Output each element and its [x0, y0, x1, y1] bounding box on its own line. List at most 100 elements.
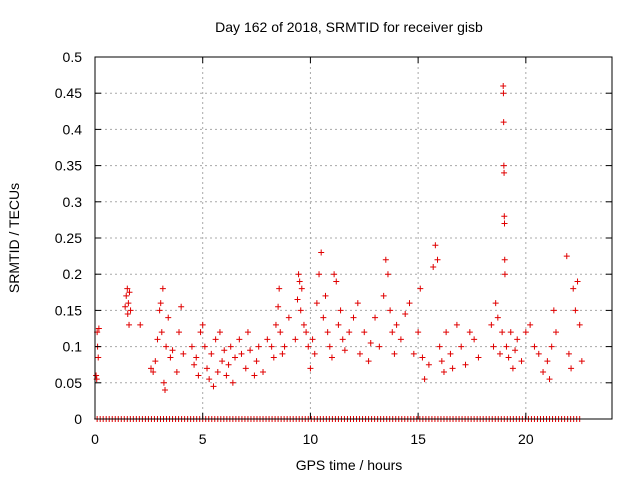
data-point: [123, 292, 130, 299]
data-point: [391, 350, 398, 357]
data-point: [126, 289, 133, 296]
data-point: [199, 321, 206, 328]
data-point: [331, 271, 338, 278]
y-tick-label: 0.3: [63, 194, 83, 210]
data-point: [552, 329, 559, 336]
plot-frame: [94, 56, 613, 420]
data-point: [544, 358, 551, 365]
data-point: [279, 350, 286, 357]
data-point: [500, 82, 507, 89]
axis-ticks: 0 0.05 0.1 0.15 0.2 0.25 0.3 0.35 0.4 0.45 0.5 0 5 10…: [55, 49, 612, 447]
data-point: [296, 278, 303, 285]
data-point: [219, 358, 226, 365]
data-point: [535, 350, 542, 357]
data-point: [125, 300, 132, 307]
data-point: [372, 314, 379, 321]
data-point: [548, 343, 555, 350]
data-point: [505, 354, 512, 361]
data-point: [163, 343, 170, 350]
x-tick-label: 20: [518, 431, 534, 447]
data-point: [95, 325, 102, 332]
data-point: [316, 271, 323, 278]
data-point: [264, 336, 271, 343]
data-point: [328, 354, 335, 361]
data-point: [499, 329, 506, 336]
y-tick-label: 0.1: [63, 339, 83, 355]
data-point: [191, 361, 198, 368]
data-point: [333, 278, 340, 285]
data-point: [453, 321, 460, 328]
data-point: [339, 336, 346, 343]
data-point: [221, 347, 228, 354]
data-point: [272, 321, 279, 328]
data-point: [440, 368, 447, 375]
data-point: [318, 249, 325, 256]
data-point: [503, 343, 510, 350]
data-points: [93, 82, 585, 422]
data-point: [126, 321, 133, 328]
data-point: [242, 365, 249, 372]
data-point: [253, 358, 260, 365]
data-point: [496, 350, 503, 357]
data-point: [285, 314, 292, 321]
data-point: [227, 343, 234, 350]
data-point: [494, 314, 501, 321]
data-point: [546, 376, 553, 383]
data-point: [216, 329, 223, 336]
data-point: [300, 321, 307, 328]
data-point: [550, 307, 557, 314]
data-point: [276, 285, 283, 292]
data-point: [251, 372, 258, 379]
data-point: [193, 354, 200, 361]
data-point: [277, 329, 284, 336]
data-point: [307, 365, 314, 372]
data-point: [124, 285, 131, 292]
data-point: [387, 307, 394, 314]
data-point: [309, 336, 316, 343]
data-point: [154, 336, 161, 343]
data-point: [367, 339, 374, 346]
data-point: [389, 329, 396, 336]
data-point: [449, 365, 456, 372]
x-tick-label: 5: [199, 431, 207, 447]
data-point: [165, 314, 172, 321]
data-point: [137, 321, 144, 328]
data-point: [458, 343, 465, 350]
data-point: [127, 307, 134, 314]
data-point: [492, 300, 499, 307]
data-point: [500, 162, 507, 169]
data-point: [195, 372, 202, 379]
x-tick-label: 15: [410, 431, 426, 447]
data-point: [438, 358, 445, 365]
data-point: [501, 271, 508, 278]
data-point: [341, 347, 348, 354]
data-point: [160, 379, 167, 386]
y-tick-label: 0.2: [63, 266, 83, 282]
data-point: [500, 119, 507, 126]
data-point: [540, 368, 547, 375]
data-point: [197, 329, 204, 336]
data-point: [417, 285, 424, 292]
data-point: [232, 354, 239, 361]
data-point: [238, 350, 245, 357]
y-tick-label: 0.4: [63, 121, 83, 137]
data-point: [124, 311, 131, 318]
data-point: [152, 358, 159, 365]
data-point: [180, 350, 187, 357]
data-point: [512, 347, 519, 354]
data-point: [356, 350, 363, 357]
data-point: [201, 343, 208, 350]
data-point: [244, 329, 251, 336]
data-point: [229, 379, 236, 386]
data-point: [210, 383, 217, 390]
data-point: [419, 354, 426, 361]
data-point: [522, 329, 529, 336]
data-point: [568, 365, 575, 372]
data-point: [475, 354, 482, 361]
data-point: [320, 314, 327, 321]
data-point: [176, 329, 183, 336]
chart-title: Day 162 of 2018, SRMTID for receiver gis…: [215, 19, 483, 35]
data-point: [350, 314, 357, 321]
data-point: [430, 263, 437, 270]
